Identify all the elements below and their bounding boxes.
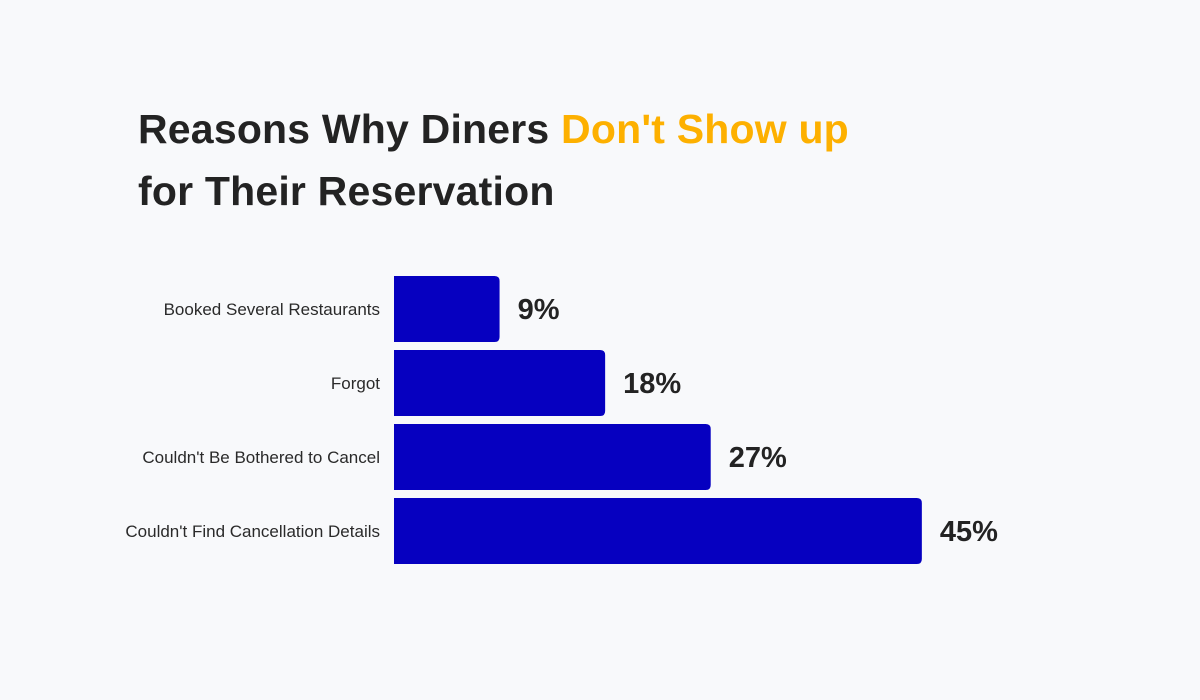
bar — [394, 498, 922, 564]
category-label: Booked Several Restaurants — [164, 300, 380, 319]
category-label: Couldn't Be Bothered to Cancel — [142, 448, 380, 467]
data-label: 9% — [518, 294, 560, 326]
title-part-2: for Their Reservation — [138, 168, 555, 214]
bar — [394, 424, 711, 490]
data-label: 27% — [729, 442, 787, 474]
title-part-1: Reasons Why Diners — [138, 106, 562, 152]
data-label: 45% — [940, 516, 998, 548]
bar — [394, 276, 500, 342]
title-highlight: Don't Show up — [561, 106, 849, 152]
category-label: Couldn't Find Cancellation Details — [125, 522, 380, 541]
category-label: Forgot — [331, 374, 380, 393]
chart-title: Reasons Why Diners Don't Show up for The… — [138, 98, 868, 222]
bar — [394, 350, 606, 416]
data-label: 18% — [623, 368, 681, 400]
